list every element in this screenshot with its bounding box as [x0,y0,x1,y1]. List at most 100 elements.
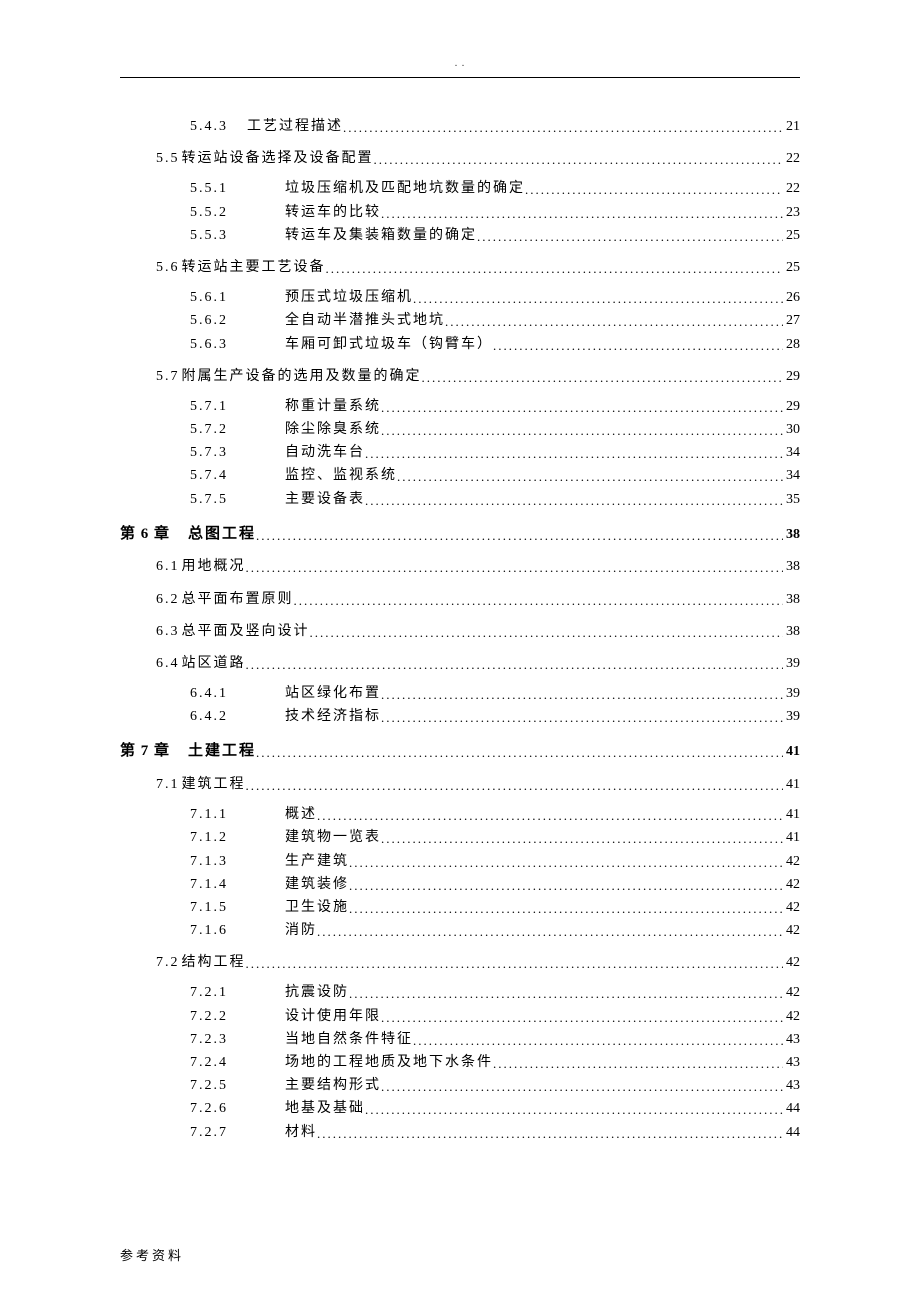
toc-entry-title: 用地概况 [182,558,246,576]
toc-leader-dots [365,493,783,510]
toc-entry: 5.5.3转运车及集装箱数量的确定25 [120,227,800,245]
toc-entry: 6.3总平面及竖向设计38 [120,623,800,641]
toc-entry-number: 5.7.4 [190,467,285,485]
toc-entry-page: 38 [783,526,800,544]
toc-leader-dots [317,808,783,825]
toc-entry-page: 42 [783,853,800,871]
toc-entry: 7.2.6地基及基础 44 [120,1100,800,1118]
toc-entry: 7.1.3生产建筑42 [120,853,800,871]
toc-entry-number: 5.7.5 [190,491,285,509]
toc-entry-title: 生产建筑 [285,853,349,871]
toc-entry-title: 技术经济指标 [285,708,381,726]
toc-entry: 7.2.3当地自然条件特征 43 [120,1031,800,1049]
toc-entry-page: 42 [783,1008,800,1026]
toc-entry-title: 工艺过程描述 [247,118,343,136]
footer-text: 参考资料 [120,1245,184,1264]
toc-entry-number: 5.5 [156,150,180,168]
toc-entry-title: 总平面及竖向设计 [182,623,310,641]
toc-entry-number: 7.1.5 [190,899,285,917]
toc-entry-title: 场地的工程地质及地下水条件 [285,1054,493,1072]
toc-entry-number: 5.5.1 [190,180,285,198]
toc-entry-number: 5.7 [156,368,180,386]
toc-entry-number: 7.2.2 [190,1008,285,1026]
toc-entry-number: 5.5.2 [190,204,285,222]
toc-entry-title: 建筑工程 [182,776,246,794]
toc-entry-number: 5.4.3 [190,118,245,136]
toc-entry: 5.7.2除尘除臭系统30 [120,421,800,439]
toc-entry: 6.4.2技术经济指标39 [120,708,800,726]
toc-entry-page: 42 [783,899,800,917]
toc-entry-title: 转运车的比较 [285,204,381,222]
toc-entry-number: 7.2.6 [190,1100,285,1118]
toc-entry-page: 38 [783,623,800,641]
toc-leader-dots [397,469,783,486]
toc-leader-dots [310,625,784,642]
toc-entry: 7.1.4建筑装修42 [120,876,800,894]
toc-entry-title: 卫生设施 [285,899,349,917]
toc-entry-title: 转运站主要工艺设备 [182,259,326,277]
toc-leader-dots [349,878,783,895]
toc-entry-page: 39 [783,685,800,703]
toc-entry-title: 地基及基础 [285,1100,365,1118]
toc-entry-number: 6.4 [156,655,180,673]
toc-entry-number: 7.1.4 [190,876,285,894]
toc-leader-dots [381,423,783,440]
toc-leader-dots [493,1056,783,1073]
toc-entry-page: 39 [783,655,800,673]
toc-entry-number: 5.6.1 [190,289,285,307]
toc-entry-page: 44 [783,1100,800,1118]
table-of-contents: 5.4.3工艺过程描述21 5.5转运站设备选择及设备配置22 5.5.1垃圾压缩机… [120,118,800,1142]
toc-entry-page: 23 [783,204,800,222]
toc-entry-page: 43 [783,1031,800,1049]
toc-entry-page: 42 [783,876,800,894]
toc-entry-number: 6.2 [156,591,180,609]
toc-entry-title: 总平面布置原则 [182,591,294,609]
toc-entry: 6.1用地概况38 [120,558,800,576]
toc-leader-dots [246,657,784,674]
toc-entry-number: 7.2.5 [190,1077,285,1095]
toc-leader-dots [317,1126,783,1143]
toc-entry-number: 5.7.1 [190,398,285,416]
toc-entry-page: 34 [783,467,800,485]
toc-entry-number: 5.6.3 [190,336,285,354]
toc-entry: 7.2.1抗震设防42 [120,984,800,1002]
toc-entry-page: 22 [783,150,800,168]
toc-leader-dots [349,901,783,918]
toc-entry: 第 7 章土建工程 41 [120,742,800,762]
toc-entry-title: 称重计量系统 [285,398,381,416]
toc-entry-title: 主要设备表 [285,491,365,509]
toc-leader-dots [381,206,783,223]
toc-leader-dots [381,400,783,417]
toc-entry-title: 垃圾压缩机及匹配地坑数量的确定 [285,180,525,198]
toc-entry-number: 7.2.1 [190,984,285,1002]
toc-entry: 7.1.2建筑物一览表41 [120,829,800,847]
toc-leader-dots [381,687,783,704]
toc-entry-title: 车厢可卸式垃圾车（钩臂车） [285,336,493,354]
toc-leader-dots [256,528,783,545]
toc-entry-number: 7.1 [156,776,180,794]
toc-entry-page: 30 [783,421,800,439]
toc-entry-page: 41 [783,743,800,761]
toc-entry-title: 附属生产设备的选用及数量的确定 [182,368,422,386]
toc-entry-page: 42 [783,984,800,1002]
toc-entry-title: 监控、监视系统 [285,467,397,485]
toc-entry: 5.5转运站设备选择及设备配置22 [120,150,800,168]
toc-entry-page: 29 [783,398,800,416]
toc-leader-dots [365,1102,783,1119]
toc-entry-number: 5.7.3 [190,444,285,462]
toc-entry: 7.2结构工程42 [120,954,800,972]
toc-entry-title: 除尘除臭系统 [285,421,381,439]
toc-entry: 5.7.1称重计量系统 29 [120,398,800,416]
toc-entry: 7.2.5主要结构形式43 [120,1077,800,1095]
toc-leader-dots [413,1033,783,1050]
toc-entry: 5.4.3工艺过程描述21 [120,118,800,136]
toc-entry-number: 7.2.3 [190,1031,285,1049]
toc-entry-page: 22 [783,180,800,198]
toc-entry: 5.6.2全自动半潜推头式地坑27 [120,312,800,330]
toc-entry-number: 7.2.4 [190,1054,285,1072]
toc-entry-page: 42 [783,922,800,940]
toc-leader-dots [381,1010,783,1027]
toc-entry-title: 概述 [285,806,317,824]
toc-entry-title: 当地自然条件特征 [285,1031,413,1049]
toc-leader-dots [374,152,784,169]
